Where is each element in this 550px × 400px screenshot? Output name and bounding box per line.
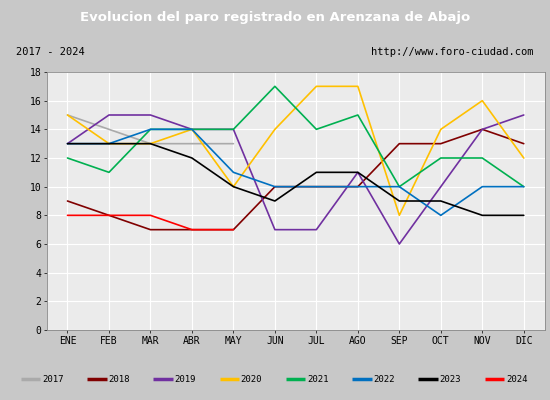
Text: 2019: 2019 bbox=[174, 374, 196, 384]
Text: 2018: 2018 bbox=[108, 374, 130, 384]
Text: 2017 - 2024: 2017 - 2024 bbox=[16, 47, 85, 57]
Text: Evolucion del paro registrado en Arenzana de Abajo: Evolucion del paro registrado en Arenzan… bbox=[80, 10, 470, 24]
Text: 2024: 2024 bbox=[506, 374, 527, 384]
Text: 2021: 2021 bbox=[307, 374, 328, 384]
Text: http://www.foro-ciudad.com: http://www.foro-ciudad.com bbox=[371, 47, 534, 57]
Text: 2023: 2023 bbox=[439, 374, 461, 384]
Text: 2022: 2022 bbox=[373, 374, 395, 384]
Text: 2020: 2020 bbox=[241, 374, 262, 384]
Text: 2017: 2017 bbox=[42, 374, 63, 384]
